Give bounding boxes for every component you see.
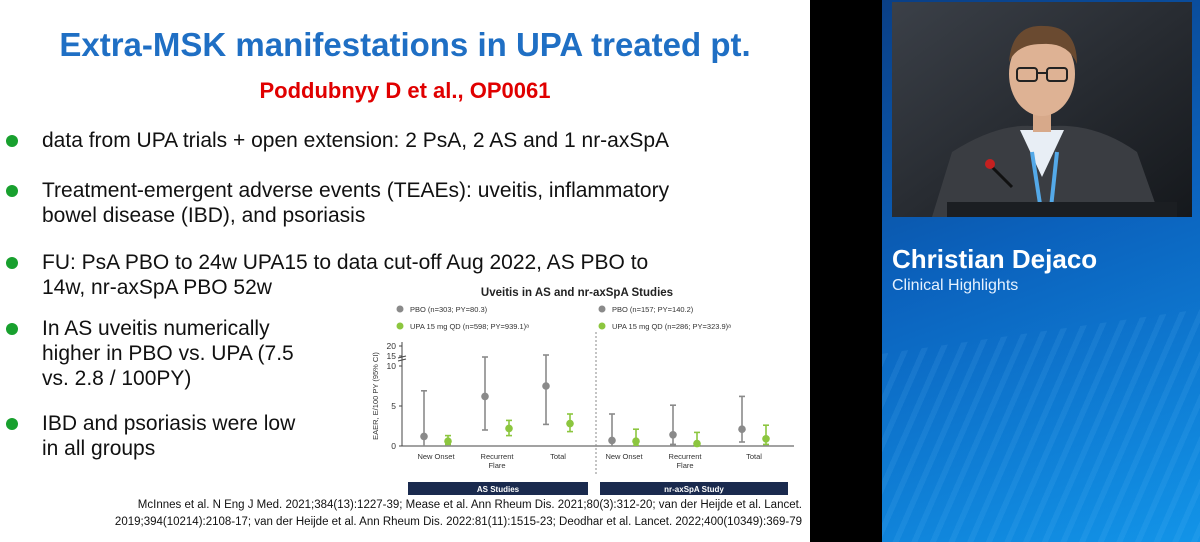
y-tick-label: 0 xyxy=(391,441,396,451)
study-group-bar xyxy=(408,482,588,495)
legend-entry: UPA 15 mg QD (n=286; PY=323.9)ᵃ xyxy=(612,322,731,331)
legend-marker xyxy=(598,305,606,313)
references: McInnes et al. N Eng J Med. 2021;384(13)… xyxy=(82,497,802,531)
reference-line: McInnes et al. N Eng J Med. 2021;384(13)… xyxy=(137,499,802,511)
legend-marker xyxy=(598,322,606,330)
reference-line: 2019;394(10214):2108-17; van der Heijde … xyxy=(114,516,802,528)
data-point xyxy=(608,436,616,445)
bullet-dot-icon xyxy=(6,418,18,430)
uveitis-chart: Uveitis in AS and nr-axSpA Studies PBO (n… xyxy=(371,287,794,495)
x-tick-label: Flare xyxy=(676,461,693,470)
x-tick-label: New Onset xyxy=(417,452,455,461)
video-divider xyxy=(810,0,882,542)
speaker-panel: Christian Dejaco Clinical Highlights xyxy=(882,0,1200,542)
data-point xyxy=(632,437,640,445)
data-point xyxy=(481,392,489,401)
bullet-dot-icon xyxy=(6,135,18,147)
bullet-dot-icon xyxy=(6,257,18,269)
legend-marker xyxy=(396,305,404,313)
data-point xyxy=(505,424,513,433)
study-group-bar xyxy=(600,482,788,495)
bullet-text: Treatment-emergent adverse events (TEAEs… xyxy=(42,178,669,228)
data-point xyxy=(444,437,452,445)
slide-subtitle: Poddubnyy D et al., OP0061 xyxy=(259,78,551,103)
y-tick-label: 15 xyxy=(387,351,397,361)
y-tick-label: 10 xyxy=(387,361,397,371)
bullet-text: In AS uveitis numerically higher in PBO v… xyxy=(42,316,294,391)
bullet-line: IBD and psoriasis were low xyxy=(42,412,296,435)
bullet-line: In AS uveitis numerically xyxy=(42,317,270,340)
bullet-dot-icon xyxy=(6,185,18,197)
bullet-line: in all groups xyxy=(42,437,156,460)
x-tick-label: New Onset xyxy=(605,452,643,461)
data-point xyxy=(762,435,770,443)
y-tick-label: 5 xyxy=(391,401,396,411)
presentation-slide: Extra-MSK manifestations in UPA treated … xyxy=(0,0,810,542)
bullet-line: FU: PsA PBO to 24w UPA15 to data cut-off… xyxy=(42,251,649,274)
bullet-dot-icon xyxy=(6,323,18,335)
y-tick-label: 20 xyxy=(387,341,397,351)
data-point xyxy=(542,382,550,390)
bullet-line: 14w, nr-axSpA PBO 52w xyxy=(42,276,272,299)
axis-break-mark xyxy=(397,358,407,362)
y-axis-label: EAER, E/100 PY (95% CI) xyxy=(371,352,380,440)
x-tick-label: Total xyxy=(746,452,762,461)
slide-title: Extra-MSK manifestations in UPA treated … xyxy=(59,26,751,63)
bullet-text: FU: PsA PBO to 24w UPA15 to data cut-off… xyxy=(42,250,648,300)
x-tick-label: Recurrent xyxy=(669,452,703,461)
study-group-label: AS Studies xyxy=(477,485,520,494)
bullet-line: Treatment-emergent adverse events (TEAEs… xyxy=(42,179,670,202)
speaker-video xyxy=(892,2,1192,217)
bullet-line: bowel disease (IBD), and psoriasis xyxy=(42,204,366,227)
data-point xyxy=(420,432,428,441)
speaker-name: Christian Dejaco xyxy=(892,244,1098,274)
bullet-line: data from UPA trials + open extension: 2… xyxy=(42,129,670,152)
legend-entry: PBO (n=303; PY=80.3) xyxy=(410,305,488,314)
speaker-image xyxy=(892,2,1192,217)
bullet-line: vs. 2.8 / 100PY) xyxy=(42,367,192,390)
legend-marker xyxy=(396,322,404,330)
bullet-text: IBD and psoriasis were low in all groups xyxy=(42,411,295,461)
legend-entry: UPA 15 mg QD (n=598; PY=939.1)ᵃ xyxy=(410,322,529,331)
bullet-text: data from UPA trials + open extension: 2… xyxy=(42,128,669,153)
study-group-label: nr-axSpA Study xyxy=(664,485,724,494)
data-point xyxy=(738,425,746,433)
legend-entry: PBO (n=157; PY=140.2) xyxy=(612,305,694,314)
chart-title: Uveitis in AS and nr-axSpA Studies xyxy=(481,287,673,299)
bullet-line: higher in PBO vs. UPA (7.5 xyxy=(42,342,294,365)
speaker-role: Clinical Highlights xyxy=(892,277,1019,294)
axis-break-mark xyxy=(397,355,407,359)
data-point xyxy=(566,419,574,428)
data-point xyxy=(669,431,677,439)
x-tick-label: Recurrent xyxy=(481,452,515,461)
x-tick-label: Flare xyxy=(488,461,505,470)
data-point xyxy=(693,439,701,448)
x-tick-label: Total xyxy=(550,452,566,461)
